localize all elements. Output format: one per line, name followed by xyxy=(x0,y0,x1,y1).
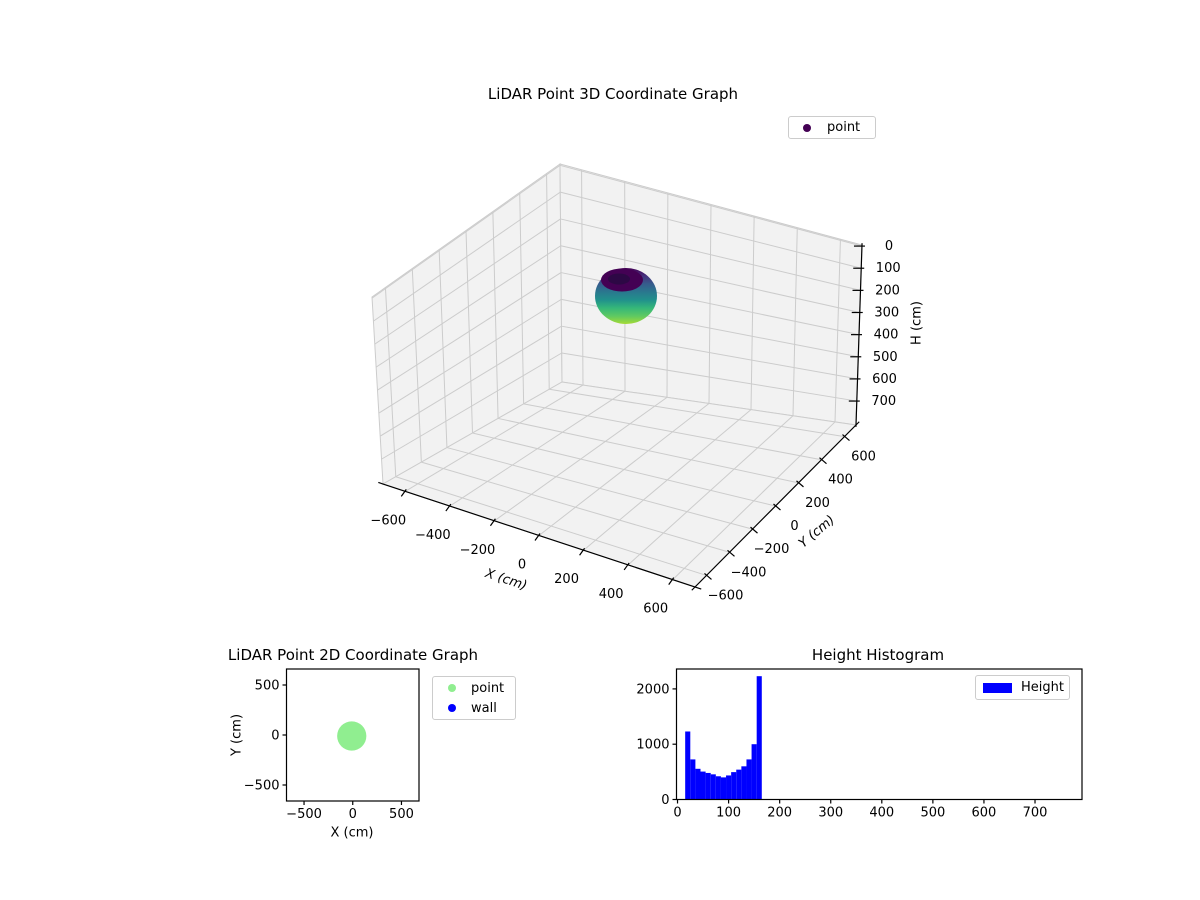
histogram-bar xyxy=(751,744,757,800)
histogram-bar xyxy=(705,772,711,800)
svg-text:100: 100 xyxy=(716,806,741,821)
svg-text:−200: −200 xyxy=(460,543,496,558)
histogram-bars xyxy=(685,676,762,800)
plot2d-legend: point wall xyxy=(432,676,516,720)
svg-text:200: 200 xyxy=(875,283,900,298)
svg-text:0: 0 xyxy=(673,806,681,821)
plot3d-zaxis-label: H (cm) xyxy=(909,301,925,345)
svg-text:600: 600 xyxy=(851,450,876,465)
histogram-bar xyxy=(715,776,721,800)
plot2d-yaxis-label: Y (cm) xyxy=(229,713,245,757)
svg-text:0: 0 xyxy=(271,729,279,744)
legend-label: wall xyxy=(471,700,497,716)
svg-text:0: 0 xyxy=(518,558,526,573)
svg-text:−500: −500 xyxy=(286,807,322,822)
height-swatch-icon xyxy=(983,682,1012,693)
legend-item-height: Height xyxy=(976,678,1069,698)
svg-text:500: 500 xyxy=(389,807,414,822)
histogram-bar xyxy=(731,772,737,800)
legend-item-wall: wall xyxy=(433,698,515,718)
point-cloud-3d xyxy=(595,268,657,324)
histogram-axes: 0 100 200 300 400 500 600 700 0 1000 2000 xyxy=(636,668,1083,821)
wall-marker-icon xyxy=(448,704,456,712)
svg-text:1000: 1000 xyxy=(636,738,669,753)
histogram-bar xyxy=(720,777,727,800)
histogram-bar xyxy=(690,759,696,800)
histogram-bar xyxy=(746,759,752,800)
plot2d-title: LiDAR Point 2D Coordinate Graph xyxy=(227,646,479,664)
histogram-bar xyxy=(741,766,747,800)
histogram-bar xyxy=(685,731,691,800)
svg-text:−400: −400 xyxy=(731,565,767,580)
svg-text:300: 300 xyxy=(874,306,899,321)
histogram-legend: Height xyxy=(975,675,1070,700)
histogram-bar xyxy=(700,771,706,800)
svg-text:−600: −600 xyxy=(370,513,406,528)
plot3d-legend: point xyxy=(788,116,876,139)
histogram-bar xyxy=(756,676,762,800)
point-marker-icon xyxy=(448,684,456,692)
svg-text:−400: −400 xyxy=(415,528,451,543)
svg-text:500: 500 xyxy=(873,350,898,365)
svg-text:400: 400 xyxy=(874,328,899,343)
svg-text:200: 200 xyxy=(554,572,579,587)
svg-text:500: 500 xyxy=(920,806,945,821)
svg-text:500: 500 xyxy=(255,679,280,694)
legend-item-point: point xyxy=(789,117,875,138)
svg-text:600: 600 xyxy=(972,806,997,821)
plot3d-axes: −600−400−2000200400600−600−400−200020040… xyxy=(370,163,901,617)
svg-text:700: 700 xyxy=(1023,806,1048,821)
histogram-bar xyxy=(695,768,701,800)
svg-text:−600: −600 xyxy=(708,588,744,603)
histogram-bar xyxy=(710,774,716,800)
svg-text:0: 0 xyxy=(349,807,357,822)
plot2d-axes: −500 0 500 500 0 −500 xyxy=(244,668,420,822)
svg-text:2000: 2000 xyxy=(636,682,669,697)
svg-text:600: 600 xyxy=(872,372,897,387)
svg-text:−200: −200 xyxy=(754,542,790,557)
legend-item-point: point xyxy=(433,678,515,698)
legend-label: point xyxy=(827,120,861,135)
svg-text:700: 700 xyxy=(871,394,896,409)
point-cloud-2d xyxy=(337,721,367,751)
legend-label: Height xyxy=(1021,680,1064,695)
svg-text:200: 200 xyxy=(805,496,830,511)
plot2d-xaxis-label: X (cm) xyxy=(330,825,374,841)
svg-text:600: 600 xyxy=(643,602,668,617)
svg-text:200: 200 xyxy=(767,806,792,821)
svg-text:0: 0 xyxy=(790,519,798,534)
svg-text:100: 100 xyxy=(876,261,901,276)
svg-text:300: 300 xyxy=(818,806,843,821)
svg-text:400: 400 xyxy=(599,587,624,602)
histogram-bar xyxy=(726,775,732,800)
svg-text:400: 400 xyxy=(828,473,853,488)
svg-text:0: 0 xyxy=(885,239,893,254)
histogram-title: Height Histogram xyxy=(811,646,945,664)
svg-text:400: 400 xyxy=(869,806,894,821)
histogram-bar xyxy=(736,769,742,800)
point-marker-icon xyxy=(803,123,811,132)
svg-text:0: 0 xyxy=(661,793,669,808)
svg-text:−500: −500 xyxy=(244,779,280,794)
plot3d-title: LiDAR Point 3D Coordinate Graph xyxy=(487,85,739,103)
legend-label: point xyxy=(471,680,505,696)
